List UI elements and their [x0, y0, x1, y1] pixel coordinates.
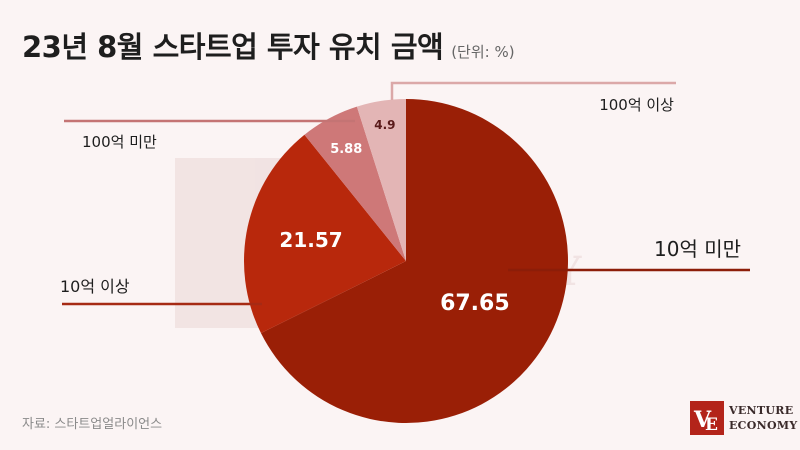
unit-label: (단위: %): [451, 43, 515, 61]
category-label-10b-over: 10억 이상: [60, 277, 130, 296]
category-label-100b-under: 100억 미만: [82, 133, 157, 151]
svg-text:V: V: [693, 407, 712, 433]
category-labels: 10억 미만 10억 이상 100억 미만 100억 이상: [60, 96, 741, 296]
logo-line2: ECONOMY: [729, 419, 798, 432]
pie-slices: [243, 99, 568, 423]
title-row: 23년 8월 스타트업 투자 유치 금액 (단위: %): [22, 24, 515, 66]
source-note: 자료: 스타트업얼라이언스: [22, 417, 163, 432]
logo-text: VENTURE ECONOMY: [729, 403, 798, 433]
page-title: 23년 8월 스타트업 투자 유치 금액: [22, 30, 444, 64]
category-label-100b-over: 100억 이상: [599, 96, 674, 114]
leader-lines: [62, 81, 750, 306]
value-label-100b-over: 4.9: [374, 118, 395, 132]
logo-line1: VENTURE: [729, 404, 794, 417]
value-label-10b-over: 21.57: [279, 228, 342, 252]
leader-line-100b-over: [390, 81, 676, 100]
pie-slice-10b-over: [243, 134, 406, 334]
pie-slice-100b-under: [304, 106, 406, 262]
svg-text:E: E: [705, 415, 718, 435]
value-label-100b-under: 5.88: [330, 142, 362, 157]
value-labels: 67.65 21.57 5.88 4.9: [279, 118, 509, 316]
pie-slice-10b-under: [260, 99, 568, 423]
logo-mark-icon: V E: [690, 401, 724, 435]
brand-logo: V E VENTURE ECONOMY: [690, 398, 798, 438]
value-label-10b-under: 67.65: [440, 291, 510, 316]
pie-slice-100b-over: [356, 99, 406, 261]
category-label-10b-under: 10억 미만: [654, 237, 741, 261]
